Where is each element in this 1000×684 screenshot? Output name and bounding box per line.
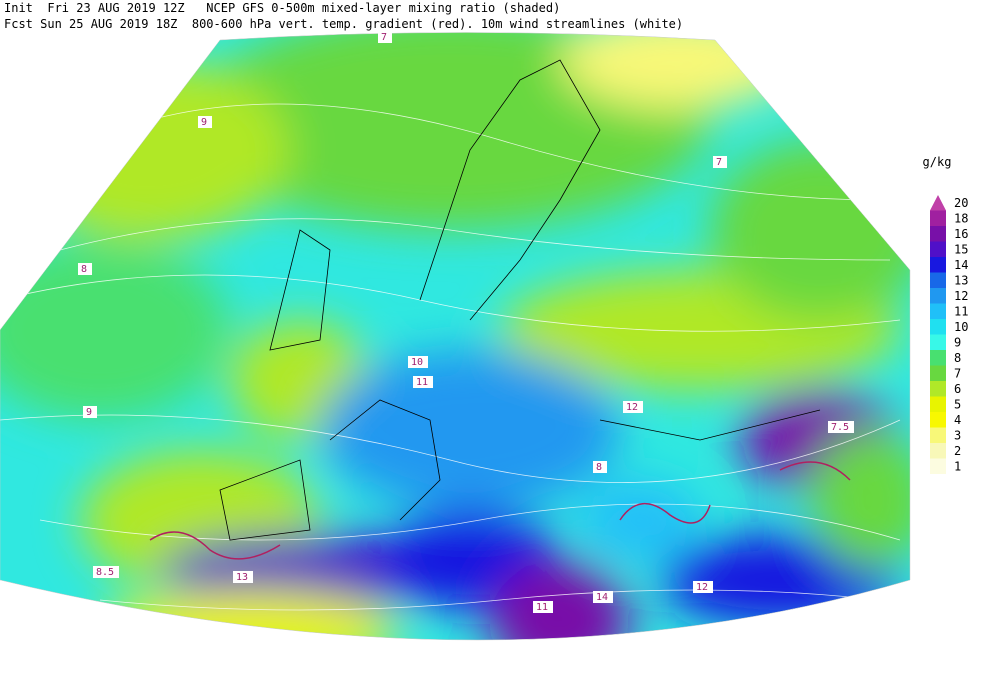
- map-label: 11: [536, 602, 548, 613]
- colorbar-arrow: [930, 195, 946, 211]
- map-label-box: [413, 376, 433, 388]
- map-label: 9: [86, 407, 92, 418]
- colorbar-swatch: [930, 319, 946, 335]
- map-label: 13: [236, 572, 248, 583]
- map-label: 8: [81, 264, 87, 275]
- map-label-box: [83, 406, 97, 418]
- colorbar-label: 10: [954, 320, 968, 334]
- colorbar-swatch: [930, 288, 946, 304]
- colorbar-swatch: [930, 272, 946, 288]
- map-label-box: [533, 601, 553, 613]
- colorbar-label: 15: [954, 242, 968, 256]
- colorbar-label: 2: [954, 444, 961, 458]
- colorbar-label: 20: [954, 196, 968, 210]
- map-label-box: [378, 31, 392, 43]
- colorbar-label: 9: [954, 335, 961, 349]
- map-label: 7: [381, 32, 387, 43]
- colorbar-swatch: [930, 396, 946, 412]
- map-label: 10: [411, 357, 423, 368]
- colorbar-swatch: [930, 210, 946, 226]
- colorbar-label: 4: [954, 413, 961, 427]
- map-label: 8: [596, 462, 602, 473]
- colorbar-label: 8: [954, 351, 961, 365]
- colorbar-swatch: [930, 226, 946, 242]
- map: [0, 32, 910, 640]
- colorbar-swatch: [930, 334, 946, 350]
- map-label: 7.5: [831, 422, 849, 433]
- colorbar-label: 14: [954, 258, 968, 272]
- colorbar-label: 1: [954, 459, 961, 473]
- map-label: 12: [696, 582, 708, 593]
- map-label-box: [593, 461, 607, 473]
- colorbar-swatch: [930, 458, 946, 474]
- colorbar-swatch: [930, 412, 946, 428]
- map-label: 14: [596, 592, 608, 603]
- map-label: 7: [716, 157, 722, 168]
- map-label-box: [233, 571, 253, 583]
- map-label-box: [593, 591, 613, 603]
- colorbar-swatch: [930, 381, 946, 397]
- colorbar-swatch: [930, 443, 946, 459]
- colorbar-label: 13: [954, 273, 968, 287]
- colorbar-label: 3: [954, 428, 961, 442]
- map-label: 8.5: [96, 567, 114, 578]
- colorbar-label: 7: [954, 366, 961, 380]
- colorbar-label: 16: [954, 227, 968, 241]
- colorbar-swatch: [930, 303, 946, 319]
- colorbar-label: 5: [954, 397, 961, 411]
- map-labels: 7 9 8 7 10 11 12 13 14 9 11 12 7.5 8.5 8: [78, 31, 854, 613]
- colorbar-swatch: [930, 350, 946, 366]
- map-label-box: [198, 116, 212, 128]
- colorbar-label: 11: [954, 304, 968, 318]
- map-label-box: [828, 421, 854, 433]
- map-label: 9: [201, 117, 207, 128]
- colorbar-swatch: [930, 241, 946, 257]
- colorbar-unit: g/kg: [923, 155, 952, 169]
- map-label: 11: [416, 377, 428, 388]
- map-label-box: [93, 566, 119, 578]
- colorbar-swatch: [930, 365, 946, 381]
- map-label-box: [78, 263, 92, 275]
- colorbar-label: 18: [954, 211, 968, 225]
- colorbar-label: 6: [954, 382, 961, 396]
- map-label-box: [408, 356, 428, 368]
- map-label-box: [713, 156, 727, 168]
- header-line1: Init Fri 23 AUG 2019 12Z NCEP GFS 0-500m…: [4, 1, 560, 15]
- colorbar-swatch: [930, 257, 946, 273]
- map-label: 12: [626, 402, 638, 413]
- map-label-box: [623, 401, 643, 413]
- header-line2: Fcst Sun 25 AUG 2019 18Z 800-600 hPa ver…: [4, 17, 683, 31]
- colorbar-swatch: [930, 427, 946, 443]
- map-label-box: [693, 581, 713, 593]
- colorbar-label: 12: [954, 289, 968, 303]
